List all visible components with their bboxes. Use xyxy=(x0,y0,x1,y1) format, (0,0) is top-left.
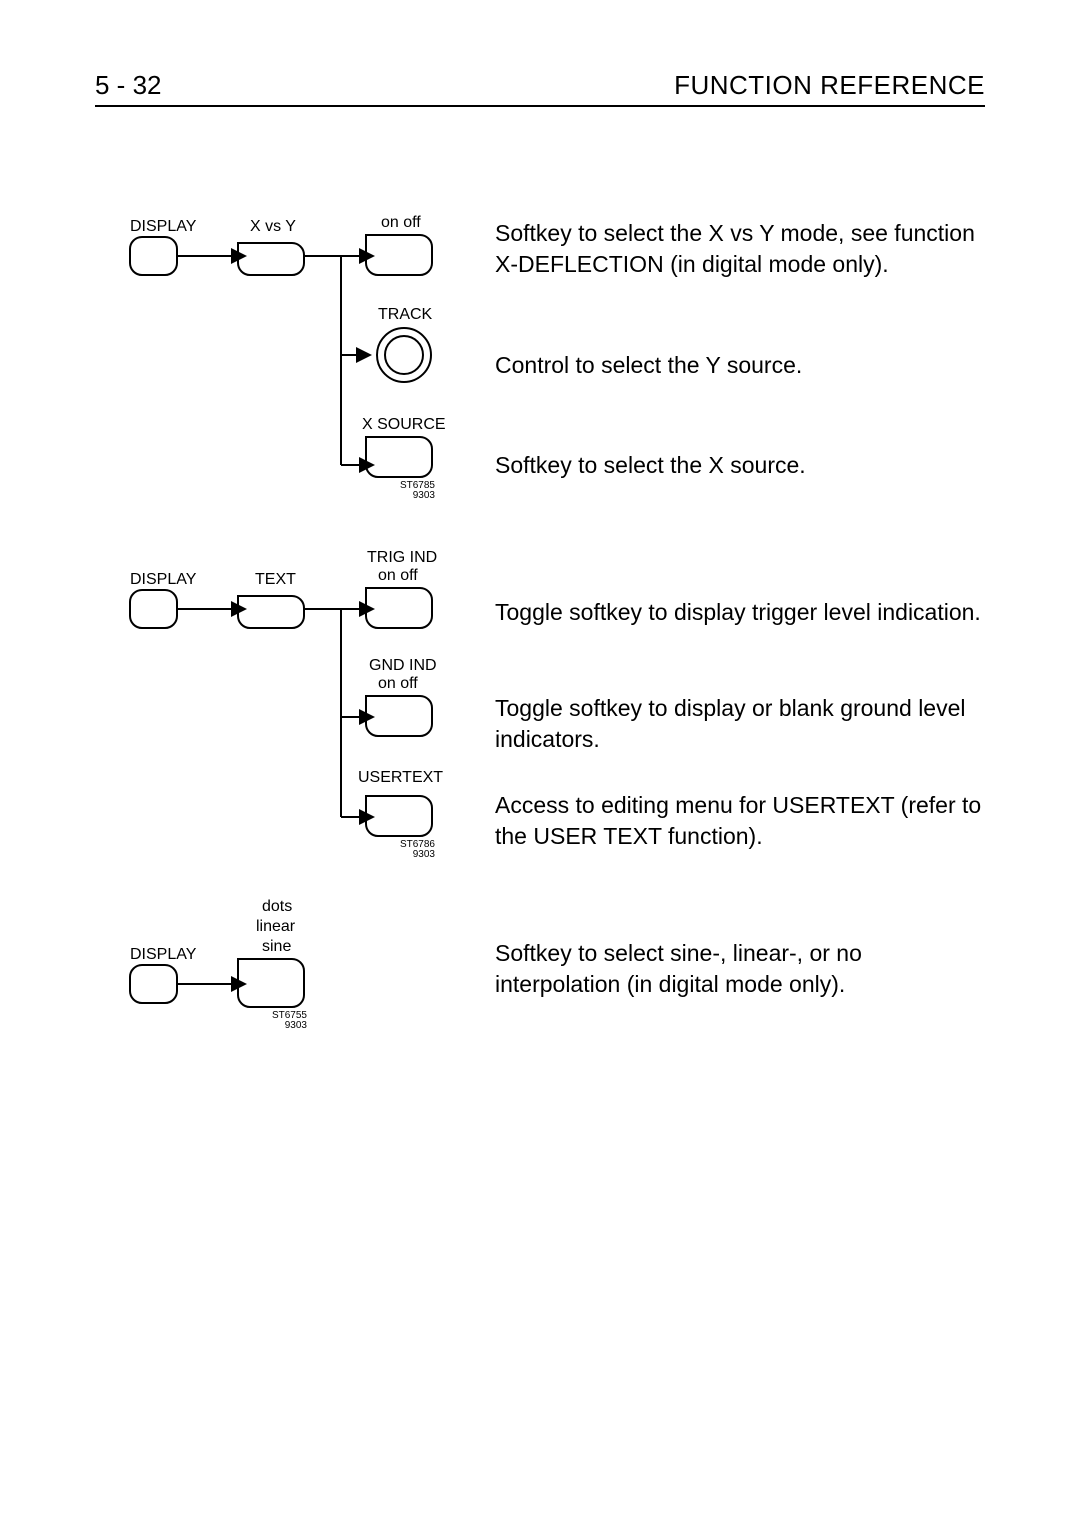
diagram-interpolation: DISPLAY dots linear sine ST6755 9303 xyxy=(95,893,480,1043)
label-display: DISPLAY xyxy=(130,946,197,963)
desc-track: Control to select the Y source. xyxy=(495,350,985,381)
label-onoff: on off xyxy=(378,567,418,584)
header-title: FUNCTION REFERENCE xyxy=(674,70,985,101)
label-display: DISPLAY xyxy=(130,571,197,588)
desc-usertext: Access to editing menu for USERTEXT (ref… xyxy=(495,790,985,852)
page-header: 5 - 32 FUNCTION REFERENCE xyxy=(95,70,985,107)
softkey-icon xyxy=(366,437,432,477)
diagram-xvsy: DISPLAY X vs Y on off TRACK X SOURCE xyxy=(95,205,480,505)
label-display: DISPLAY xyxy=(130,218,197,235)
ref-id: 9303 xyxy=(413,849,436,860)
label-onoff: on off xyxy=(378,675,418,692)
button-icon xyxy=(130,590,177,628)
page-number: 5 - 32 xyxy=(95,70,162,101)
desc-xvsy-onoff: Softkey to select the X vs Y mode, see f… xyxy=(495,218,985,280)
softkey-icon xyxy=(366,235,432,275)
softkey-icon xyxy=(366,696,432,736)
diagram-text: DISPLAY TEXT TRIG IND on off GND IND on … xyxy=(95,542,480,862)
desc-xsource: Softkey to select the X source. xyxy=(495,450,985,481)
label-onoff: on off xyxy=(381,214,421,231)
label-dots: dots xyxy=(262,898,292,915)
label-usertext: USERTEXT xyxy=(358,769,443,786)
knob-icon xyxy=(385,336,423,374)
ref-id: 9303 xyxy=(285,1020,308,1031)
softkey-icon xyxy=(238,959,304,1007)
label-trigind: TRIG IND xyxy=(367,549,437,566)
ref-id: 9303 xyxy=(413,490,436,501)
softkey-icon xyxy=(238,243,304,275)
softkey-icon xyxy=(366,588,432,628)
desc-gndind: Toggle softkey to display or blank groun… xyxy=(495,693,985,755)
label-linear: linear xyxy=(256,918,296,935)
label-xvsy: X vs Y xyxy=(250,218,296,235)
label-text: TEXT xyxy=(255,571,296,588)
label-gndind: GND IND xyxy=(369,657,437,674)
desc-interpolation: Softkey to select sine-, linear-, or no … xyxy=(495,938,985,1000)
label-xsource: X SOURCE xyxy=(362,416,446,433)
label-track: TRACK xyxy=(378,306,433,323)
label-sine: sine xyxy=(262,938,291,955)
desc-trigind: Toggle softkey to display trigger level … xyxy=(495,597,985,628)
softkey-icon xyxy=(366,796,432,836)
softkey-icon xyxy=(238,596,304,628)
button-icon xyxy=(130,965,177,1003)
button-icon xyxy=(130,237,177,275)
